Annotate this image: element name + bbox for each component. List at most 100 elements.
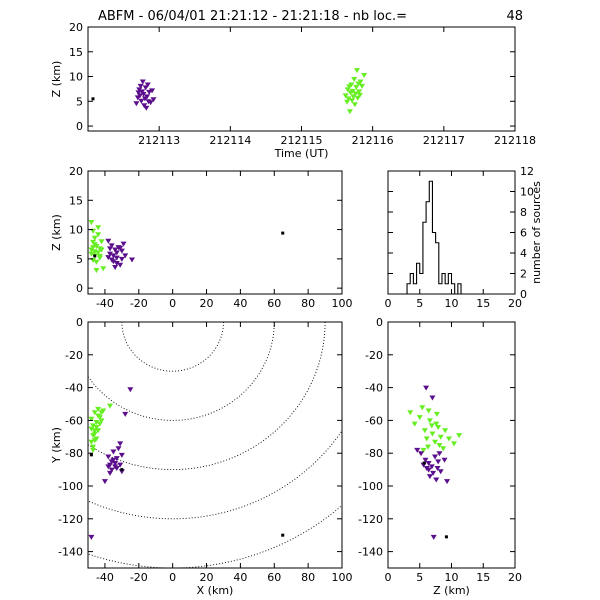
source-point <box>421 428 428 434</box>
source-point <box>89 453 93 457</box>
series-early <box>133 79 157 111</box>
source-point <box>431 439 438 445</box>
source-point <box>105 238 112 244</box>
source-point <box>425 461 432 467</box>
x-axis-label: Z (km) <box>433 584 470 597</box>
x-tick-label: 15 <box>476 571 490 584</box>
source-point <box>108 243 115 249</box>
y-tick-label: -80 <box>65 447 83 460</box>
source-point <box>434 465 441 471</box>
source-point <box>117 462 124 468</box>
plot-frame <box>87 321 343 569</box>
y-tick-label: -20 <box>365 349 383 362</box>
y-tick-label: 10 <box>69 224 83 237</box>
x-tick-label: 0 <box>385 571 392 584</box>
source-point <box>118 256 125 262</box>
x-tick-label: 80 <box>301 297 315 310</box>
source-point <box>350 94 357 100</box>
y-tick-label: -40 <box>65 382 83 395</box>
series-early <box>414 385 451 540</box>
source-point <box>281 231 285 235</box>
source-point <box>95 232 102 238</box>
series-early <box>88 387 134 540</box>
y-axis-label: Z (km) <box>50 214 63 251</box>
source-point <box>112 265 119 271</box>
series-other <box>93 231 285 258</box>
x-tick-label: 20 <box>508 297 522 310</box>
source-point <box>90 245 97 251</box>
y-tick-label: 5 <box>76 253 83 266</box>
source-point <box>88 416 95 422</box>
source-point <box>420 447 427 453</box>
source-point <box>93 254 97 258</box>
source-point <box>139 79 146 85</box>
source-point <box>422 461 426 465</box>
y-tick-label: -140 <box>58 546 83 559</box>
series-late <box>407 405 463 453</box>
source-point <box>136 93 143 99</box>
y-tick-label: 0 <box>76 120 83 133</box>
source-point <box>411 421 418 427</box>
source-point <box>425 408 432 414</box>
source-point <box>96 415 103 421</box>
y-tick-label: 10 <box>520 186 534 199</box>
y-tick-label: 5 <box>76 95 83 108</box>
source-point <box>88 426 95 432</box>
source-point <box>351 102 358 108</box>
y-tick-label: 6 <box>520 227 527 240</box>
source-point <box>435 424 442 430</box>
y-tick-label: -120 <box>358 513 383 526</box>
source-point <box>107 246 114 252</box>
y-tick-label: -100 <box>358 480 383 493</box>
panel-time-height: 212113 212114 212115 212116 212117 212118 0 5 10… <box>50 21 536 160</box>
source-point <box>426 418 433 424</box>
source-point <box>346 109 353 115</box>
x-tick-label: -40 <box>96 297 114 310</box>
source-point <box>135 90 142 96</box>
source-point <box>122 411 129 417</box>
source-point <box>142 85 149 91</box>
source-point <box>91 431 98 437</box>
source-point <box>418 451 425 457</box>
x-tick-label: 100 <box>332 571 353 584</box>
source-point <box>431 454 438 460</box>
source-point <box>113 260 120 266</box>
source-point <box>428 464 435 470</box>
source-point <box>96 253 103 259</box>
source-point <box>433 421 440 427</box>
series-other <box>91 97 95 101</box>
plot-frame <box>387 321 516 569</box>
series-late <box>88 219 107 273</box>
source-point <box>91 410 98 416</box>
x-tick-label: 100 <box>332 297 353 310</box>
source-point <box>416 415 423 421</box>
source-point <box>435 459 442 465</box>
histogram-outline <box>406 180 515 295</box>
y-tick-label: 15 <box>69 46 83 59</box>
source-point <box>344 99 351 105</box>
source-point <box>352 91 359 97</box>
x-tick-label: 212117 <box>423 134 465 147</box>
y-tick-label: -60 <box>65 414 83 427</box>
x-tick-label: 5 <box>416 571 423 584</box>
y-tick-label: -140 <box>358 546 383 559</box>
y-tick-label: 20 <box>69 21 83 34</box>
source-point <box>127 387 134 393</box>
source-point <box>436 443 443 448</box>
x-tick-label: 212113 <box>138 134 180 147</box>
x-tick-label: 10 <box>445 297 459 310</box>
source-point <box>88 534 95 540</box>
source-count: 48 <box>506 9 523 24</box>
y-tick-label: 2 <box>520 268 527 281</box>
x-tick-label: 0 <box>169 297 176 310</box>
source-point <box>91 97 95 101</box>
source-point <box>137 83 144 89</box>
x-tick-label: 0 <box>169 571 176 584</box>
source-point <box>93 259 100 265</box>
source-point <box>430 534 437 540</box>
series-late <box>342 68 368 115</box>
y-axis-label: Y (km) <box>50 427 63 464</box>
source-point <box>115 446 122 452</box>
y-axis-label: number of sources <box>530 181 543 284</box>
